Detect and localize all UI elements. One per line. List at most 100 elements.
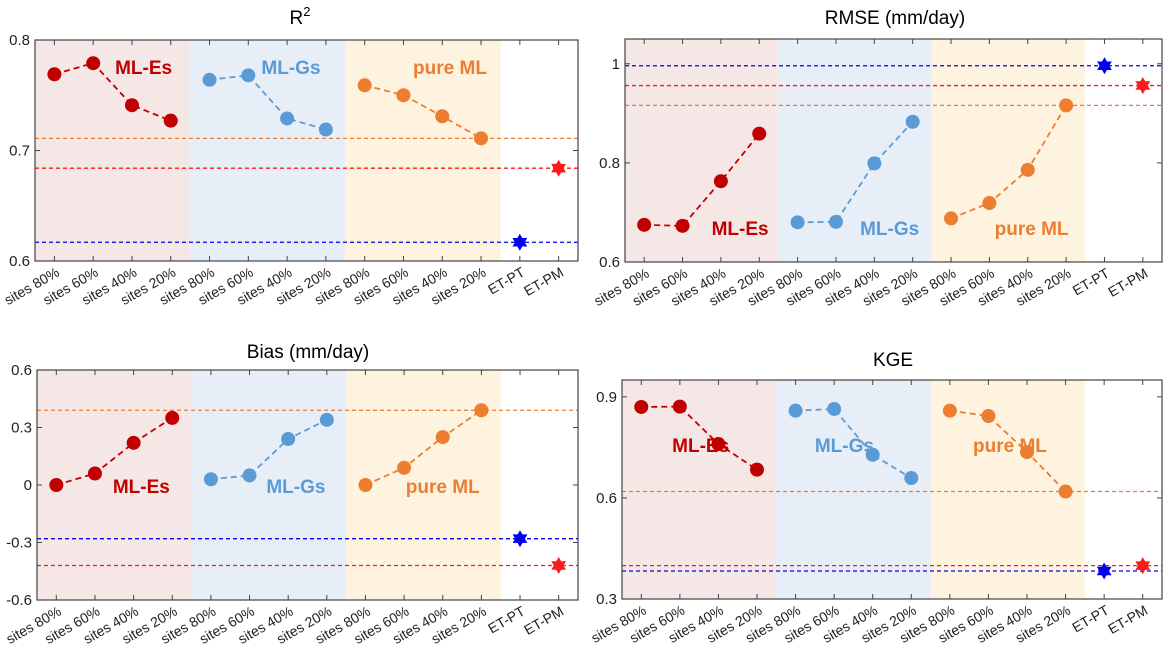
- background-pure-ml: [931, 39, 1086, 262]
- data-point-pure-ml: [944, 211, 959, 226]
- data-point-pure-ml: [942, 403, 957, 418]
- x-tick-label: ET-PM: [1105, 602, 1150, 637]
- y-tick-label: 1: [612, 56, 620, 73]
- data-point-et-pm-tri-down: [1135, 561, 1151, 575]
- data-point-ml-gs: [905, 114, 920, 129]
- title-superscript: 2: [303, 4, 310, 19]
- data-point-pure-ml: [474, 403, 489, 418]
- data-point-pure-ml: [474, 131, 489, 146]
- data-point-et-pt-tri-down: [1096, 566, 1112, 580]
- y-tick-label: 0.8: [9, 32, 30, 49]
- x-tick-label: ET-PM: [1105, 265, 1150, 300]
- data-point-et-pm: [551, 557, 566, 574]
- group-label-ml-gs: ML-Gs: [266, 477, 325, 498]
- data-point-ml-gs: [281, 432, 296, 446]
- data-point-ml-es: [752, 126, 767, 141]
- data-point-ml-gs: [202, 72, 217, 87]
- y-tick-label: 0.8: [599, 155, 620, 172]
- group-label-ml-es: ML-Es: [115, 58, 172, 79]
- data-point-pure-ml: [358, 478, 373, 492]
- y-tick-label: 0: [24, 477, 32, 494]
- data-point-pure-ml: [1059, 98, 1074, 113]
- data-point-et-pt: [1096, 562, 1112, 580]
- y-tick-label: -0.6: [6, 592, 32, 609]
- data-point-ml-es: [675, 218, 690, 233]
- data-point-ml-gs: [904, 471, 919, 486]
- group-label-pure-ml: pure ML: [995, 219, 1069, 240]
- data-point-ml-gs: [318, 122, 333, 137]
- x-tick-label: ET-PM: [521, 264, 566, 299]
- series-line-pure-ml: [950, 104, 1067, 220]
- data-point-ml-gs: [828, 214, 843, 229]
- data-point-et-pm-tri-down: [1135, 81, 1151, 95]
- chart-panel-2: sites 80%sites 60%sites 40%sites 20%site…: [591, 8, 1163, 309]
- data-point-ml-es: [634, 399, 649, 414]
- y-tick-label: 0.6: [9, 253, 30, 270]
- x-tick-label: ET-PT: [1069, 602, 1112, 636]
- series-line-pure-ml: [949, 409, 1067, 493]
- x-tick-label: ET-PT: [1070, 265, 1113, 299]
- y-tick-label: 0.6: [11, 362, 32, 379]
- data-point-ml-es: [87, 466, 102, 481]
- data-point-pure-ml: [396, 88, 411, 103]
- series-line-ml-gs: [210, 419, 328, 481]
- y-tick-label: 0.6: [599, 254, 620, 271]
- group-label-ml-es: ML-Es: [113, 477, 170, 498]
- group-label-ml-gs: ML-Gs: [261, 58, 320, 79]
- series-line-ml-gs: [795, 408, 912, 479]
- group-label-pure-ml: pure ML: [406, 477, 480, 498]
- data-point-ml-gs: [865, 447, 880, 462]
- group-label-pure-ml: pure ML: [973, 436, 1047, 457]
- series-line-pure-ml: [365, 409, 482, 486]
- series-line-pure-ml: [364, 84, 482, 140]
- chart-panel-4: sites 80%sites 60%sites 40%sites 20%site…: [588, 350, 1163, 646]
- data-point-et-pt-tri-down: [1097, 61, 1112, 75]
- data-point-ml-es: [713, 174, 728, 189]
- data-point-pure-ml: [982, 196, 997, 211]
- data-point-ml-gs: [280, 111, 295, 126]
- chart-title: KGE: [873, 350, 913, 371]
- data-point-et-pm: [1135, 77, 1151, 95]
- y-tick-label: 0.6: [596, 490, 617, 507]
- data-point-et-pt: [512, 233, 528, 251]
- data-point-ml-es: [49, 478, 64, 492]
- data-point-ml-gs: [203, 472, 218, 487]
- data-point-et-pt: [512, 530, 528, 548]
- data-point-ml-gs: [827, 401, 842, 416]
- y-tick-label: -0.3: [6, 535, 32, 552]
- data-point-ml-gs: [241, 68, 256, 83]
- data-point-pure-ml: [435, 109, 450, 124]
- data-point-pure-ml: [435, 430, 450, 445]
- data-point-ml-es: [750, 462, 764, 477]
- x-tick-label: ET-PT: [485, 603, 528, 637]
- group-label-ml-gs: ML-Gs: [860, 219, 919, 240]
- data-point-ml-es: [124, 98, 139, 113]
- background-ml-gs: [191, 370, 347, 600]
- data-point-ml-gs: [788, 403, 803, 418]
- data-point-ml-es: [126, 435, 141, 450]
- group-label-ml-gs: ML-Gs: [815, 436, 874, 457]
- data-point-pure-ml: [981, 409, 996, 424]
- data-point-pure-ml: [397, 460, 412, 475]
- series-line-ml-gs: [797, 121, 914, 224]
- series-line-ml-es: [641, 405, 758, 471]
- data-point-pure-ml: [1058, 484, 1073, 499]
- series-line-ml-es: [56, 417, 173, 486]
- group-label-ml-es: ML-Es: [672, 436, 729, 457]
- x-tick-label: ET-PM: [521, 603, 566, 638]
- x-tick-label: ET-PT: [485, 264, 528, 298]
- data-point-ml-es: [637, 217, 652, 232]
- chart-title: Bias (mm/day): [247, 342, 369, 363]
- data-point-et-pt-tri-down: [512, 238, 528, 251]
- y-tick-label: 0.3: [596, 591, 617, 608]
- data-point-ml-gs: [242, 468, 257, 483]
- data-point-ml-es: [163, 113, 178, 128]
- chart-title: RMSE (mm/day): [825, 8, 965, 29]
- data-point-et-pt-tri-down: [512, 534, 528, 548]
- data-point-ml-es: [672, 399, 687, 414]
- y-tick-label: 0.9: [596, 389, 617, 406]
- data-point-pure-ml: [1020, 445, 1034, 460]
- chart-panel-1: sites 80%sites 60%sites 40%sites 20%site…: [1, 4, 579, 308]
- data-point-ml-gs: [790, 215, 805, 230]
